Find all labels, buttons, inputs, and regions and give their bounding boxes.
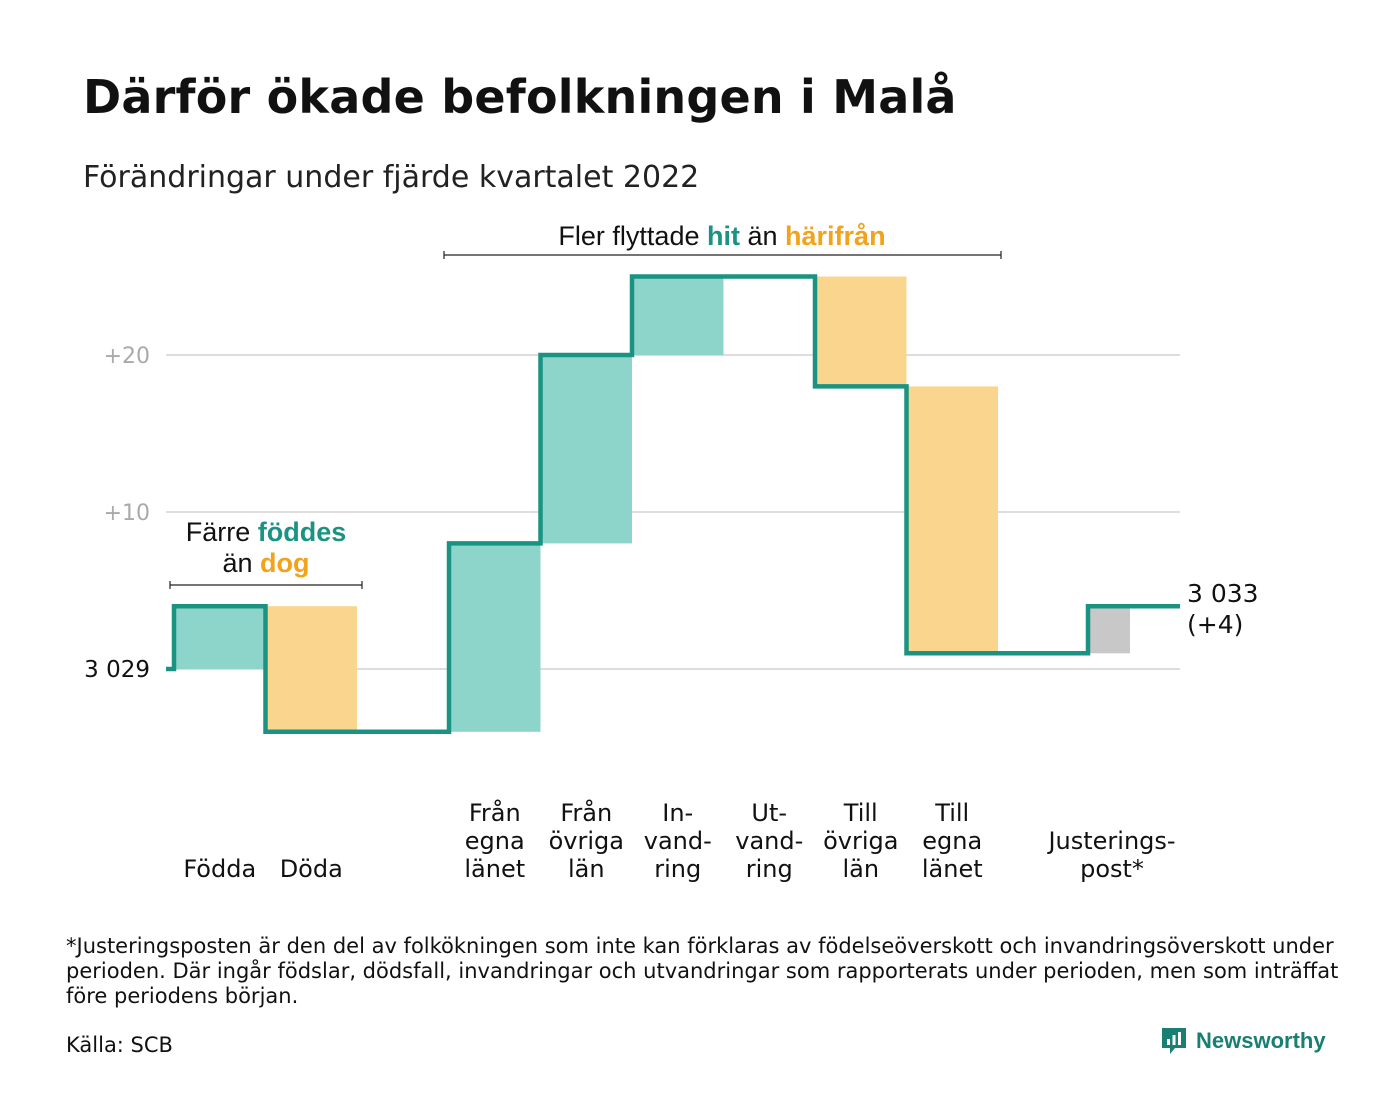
category-label-invandring: vand- [644, 827, 712, 855]
bar-fran-ovriga-lan [540, 355, 632, 544]
cumulative-step-line [166, 274, 1180, 735]
annotation-word-negative: härifrån [785, 221, 886, 251]
category-label-invandring: In- [662, 799, 693, 827]
category-label-utvandring: ring [746, 855, 793, 883]
newsworthy-logo-icon [1162, 1028, 1186, 1054]
bar-fodda [174, 606, 266, 669]
bar-justeringspost [1088, 606, 1130, 654]
chart-title: Därför ökade befolkningen i Malå [83, 70, 957, 124]
category-label-fran-egna-lanet: egna [465, 827, 525, 855]
category-label-till-ovriga-lan: övriga [823, 827, 898, 855]
category-label-till-ovriga-lan: Till [843, 799, 878, 827]
category-label-fran-ovriga-lan: övriga [549, 827, 624, 855]
source-note: Källa: SCB [66, 1033, 173, 1057]
category-label-utvandring: Ut- [751, 799, 787, 827]
category-label-fodda: Födda [183, 855, 256, 883]
start-value-label: 3 029 [84, 657, 150, 683]
bar-invandring [632, 276, 724, 355]
annotation-word-positive: hit [707, 221, 740, 251]
end-value-label: 3 033 [1187, 579, 1259, 608]
annotation-migration: Fler flyttade hit än härifrån [558, 221, 885, 251]
footnote: *Justeringsposten är den del av folkökni… [66, 934, 1339, 1008]
bar-till-egna-lanet [906, 386, 998, 654]
bar-doda [265, 606, 357, 732]
chart-subtitle: Förändringar under fjärde kvartalet 2022 [83, 160, 700, 195]
annotation-word-negative: dog [260, 548, 309, 578]
brand-name: Newsworthy [1196, 1028, 1326, 1053]
category-label-fran-egna-lanet: länet [464, 855, 525, 883]
category-label-justeringspost: Justerings- [1046, 827, 1175, 855]
y-tick-label: +10 [104, 501, 150, 526]
category-label-till-egna-lanet: egna [922, 827, 982, 855]
end-change-label: (+4) [1187, 610, 1243, 639]
annotation-births-line2: än dog [222, 548, 309, 578]
bar-till-ovriga-lan [815, 276, 907, 387]
category-label-utvandring: vand- [735, 827, 803, 855]
annotation-text: än [222, 548, 260, 578]
category-label-till-egna-lanet: länet [922, 855, 983, 883]
category-label-till-ovriga-lan: län [842, 855, 879, 883]
y-tick-label: +20 [104, 344, 150, 369]
brand-logo: Newsworthy [1160, 1026, 1326, 1056]
annotation-word-positive: föddes [258, 517, 347, 547]
category-label-justeringspost: post* [1080, 855, 1144, 883]
category-label-till-egna-lanet: Till [934, 799, 969, 827]
category-label-fran-egna-lanet: Från [469, 798, 521, 827]
category-label-fran-ovriga-lan: Från [560, 798, 612, 827]
annotation-births-line1: Färre föddes [186, 517, 347, 547]
annotation-text: Fler flyttade [558, 221, 707, 251]
bar-fran-egna-lanet [449, 543, 541, 732]
category-label-fran-ovriga-lan: län [568, 855, 605, 883]
category-label-invandring: ring [654, 855, 701, 883]
category-label-doda: Döda [280, 855, 343, 883]
annotation-text: än [740, 221, 785, 251]
annotation-text: Färre [186, 517, 258, 547]
